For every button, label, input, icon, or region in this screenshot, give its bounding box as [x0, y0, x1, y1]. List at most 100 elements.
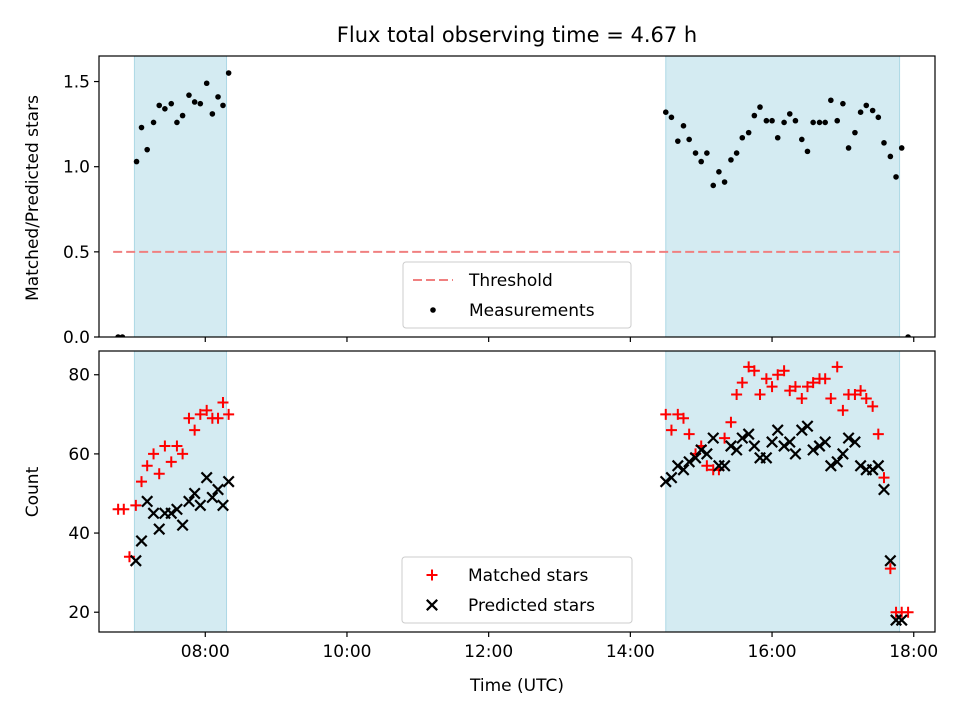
data-point — [162, 105, 168, 112]
data-point — [212, 412, 224, 424]
data-point — [189, 424, 201, 436]
data-point — [742, 428, 755, 441]
legend-label: Matched stars — [468, 566, 588, 586]
data-point — [724, 440, 737, 452]
legend-label: Measurements — [469, 301, 595, 321]
data-point — [789, 381, 801, 393]
data-point — [848, 436, 861, 449]
data-point — [807, 443, 820, 456]
x-axis-label: Time (UTC) — [469, 676, 564, 696]
x-tick-label: 10:00 — [322, 642, 371, 662]
shaded-interval — [133, 55, 228, 338]
data-point — [781, 119, 787, 126]
data-point — [748, 440, 761, 452]
data-point — [215, 94, 221, 100]
data-point — [845, 145, 852, 151]
data-point — [695, 443, 708, 456]
data-point — [182, 495, 195, 508]
y-tick-label: 1.0 — [63, 158, 90, 178]
data-point — [831, 455, 844, 468]
data-point — [165, 456, 177, 468]
data-point — [898, 145, 905, 151]
data-point — [884, 554, 897, 567]
data-point — [186, 92, 192, 98]
data-point — [659, 475, 672, 488]
data-point — [834, 117, 841, 124]
panel-1: 0.0 0.5 1.0 1.5 Threshold Measurements — [63, 55, 936, 348]
data-point — [878, 483, 890, 496]
data-point — [728, 157, 734, 163]
data-point — [736, 432, 749, 445]
data-point — [857, 109, 864, 115]
data-point — [225, 70, 232, 76]
y-tick-label: 0.5 — [63, 243, 90, 263]
legend-label: Threshold — [468, 271, 553, 291]
data-point — [784, 385, 796, 397]
data-point — [825, 392, 837, 404]
data-point — [783, 436, 796, 449]
data-point — [217, 396, 229, 408]
data-point — [766, 436, 779, 449]
data-point — [792, 117, 799, 124]
data-point — [129, 554, 142, 567]
data-point — [866, 463, 879, 476]
data-point — [130, 499, 142, 511]
y-tick-label: 1.5 — [63, 73, 90, 93]
data-point — [662, 109, 669, 115]
data-point — [836, 447, 849, 460]
data-point — [217, 499, 229, 512]
legend: Matched stars Predicted stars — [401, 556, 633, 624]
data-point — [813, 440, 826, 452]
data-point — [772, 369, 784, 381]
shaded-interval — [665, 350, 901, 633]
data-point — [194, 408, 206, 420]
data-point — [710, 182, 717, 189]
data-point — [837, 404, 849, 416]
data-point — [660, 408, 672, 420]
data-point — [766, 381, 778, 393]
data-point — [819, 373, 831, 385]
data-point — [683, 428, 695, 440]
data-point — [831, 361, 843, 373]
data-point — [115, 334, 121, 337]
data-point — [757, 104, 763, 110]
data-point — [745, 129, 752, 136]
data-point — [718, 459, 731, 472]
shaded-interval — [665, 55, 901, 338]
data-point — [188, 487, 201, 500]
data-point — [881, 140, 887, 146]
data-point — [136, 476, 148, 488]
data-point — [171, 440, 183, 452]
data-point — [672, 408, 684, 420]
data-point — [170, 503, 183, 516]
data-point — [201, 404, 213, 416]
x-tick-label: 16:00 — [748, 642, 797, 662]
data-point — [698, 158, 705, 165]
data-point — [878, 472, 890, 484]
legend-marker — [426, 599, 438, 611]
data-point — [789, 447, 802, 460]
data-point — [665, 471, 678, 484]
data-point — [863, 102, 870, 109]
data-point — [854, 459, 867, 472]
data-point — [778, 365, 790, 377]
legend-box — [402, 261, 632, 329]
legend: Threshold Measurements — [402, 261, 632, 329]
data-point — [778, 440, 791, 452]
x-tick-label: 12:00 — [464, 642, 513, 662]
y-tick-label: 60 — [68, 445, 90, 465]
data-point — [183, 412, 195, 424]
data-point — [739, 134, 746, 141]
data-point — [751, 112, 758, 119]
data-point — [754, 389, 766, 401]
panel-2: 20 40 60 80 08:00 10:00 12:00 14:00 16:00 18:00 Ma… — [68, 350, 938, 662]
data-point — [819, 436, 832, 449]
data-point — [700, 447, 713, 460]
data-point — [677, 463, 690, 476]
data-point — [760, 451, 773, 464]
data-point — [730, 443, 743, 456]
data-point — [760, 373, 772, 385]
data-point — [804, 148, 811, 155]
data-point — [220, 102, 226, 109]
